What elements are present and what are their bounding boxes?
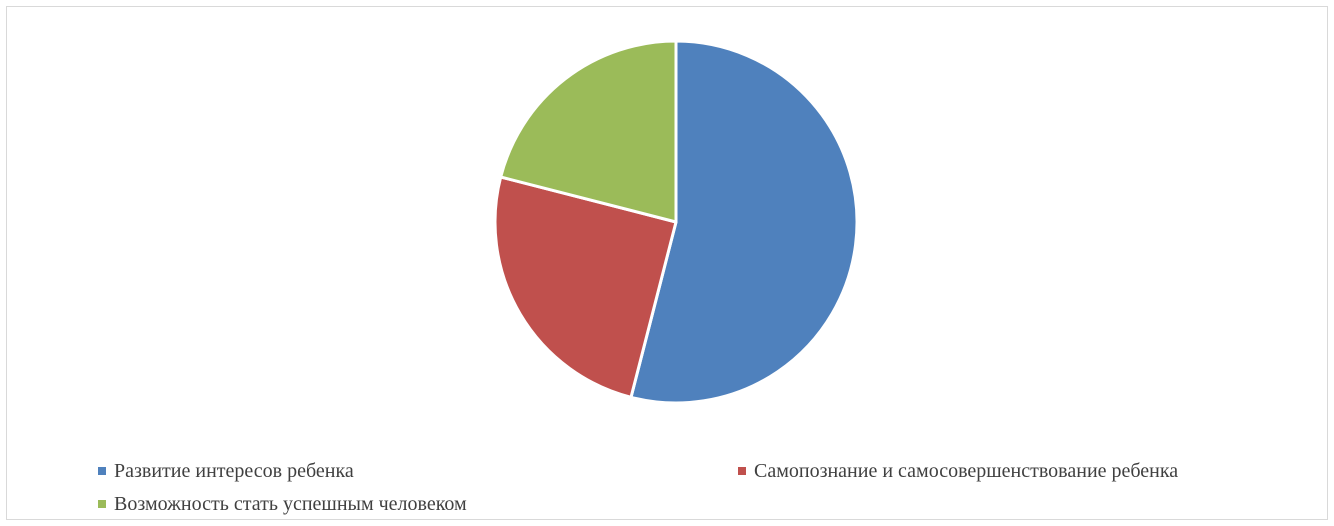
- pie-slice-2: [499, 39, 678, 224]
- pie-slice-0: [629, 39, 859, 405]
- pie-slice-1: [493, 175, 678, 399]
